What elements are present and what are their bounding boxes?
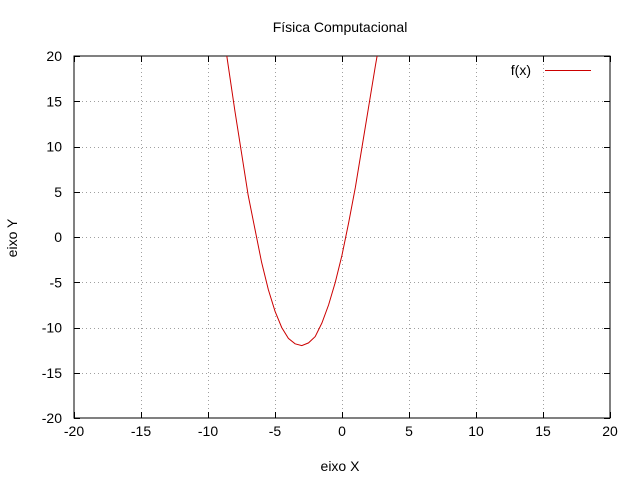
y-tick-label: 5 (54, 184, 62, 200)
x-tick-label: 20 (602, 423, 618, 439)
grid (74, 56, 610, 418)
legend: f(x) (511, 62, 591, 78)
tick-labels: -20 -15 -10 -5 0 5 10 15 20 -20 -15 -10 -5 0 5 10 15 20 (42, 48, 618, 439)
tick-marks (74, 56, 611, 419)
y-tick-label: -10 (42, 320, 62, 336)
x-tick-label: -5 (269, 423, 282, 439)
x-tick-label: 5 (405, 423, 413, 439)
x-tick-label: 10 (468, 423, 484, 439)
x-tick-label: -10 (198, 423, 218, 439)
y-tick-label: 20 (46, 48, 62, 64)
series-line (226, 55, 378, 347)
x-tick-label: 15 (535, 423, 551, 439)
y-tick-label: 10 (46, 139, 62, 155)
x-tick-label: -20 (64, 423, 84, 439)
y-tick-label: 15 (46, 93, 62, 109)
x-tick-label: 0 (338, 423, 346, 439)
y-tick-label: 0 (54, 229, 62, 245)
y-tick-label: -20 (42, 410, 62, 426)
y-axis-label: eixo Y (4, 218, 20, 257)
legend-label: f(x) (511, 62, 531, 78)
y-tick-label: -5 (50, 274, 63, 290)
x-axis-label: eixo X (321, 458, 361, 474)
series-layer (226, 55, 378, 347)
chart-title: Física Computacional (273, 19, 408, 35)
x-tick-label: -15 (131, 423, 151, 439)
y-tick-label: -15 (42, 365, 62, 381)
